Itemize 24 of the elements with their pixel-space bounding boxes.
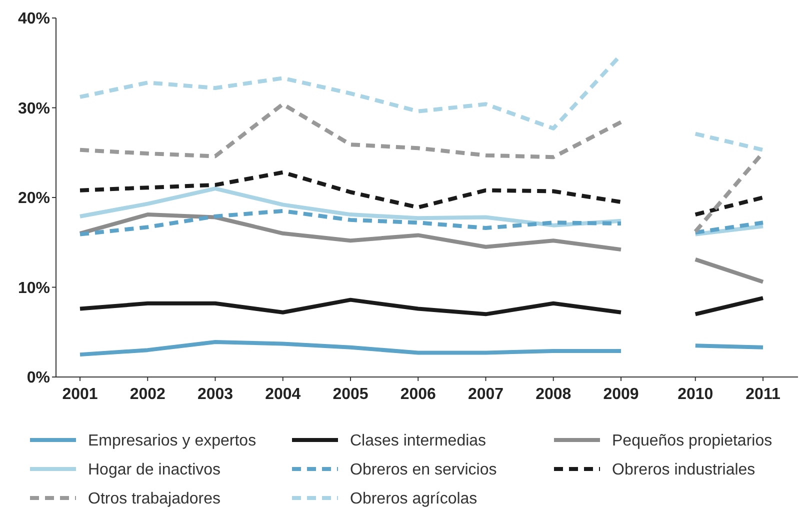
legend-label: Obreros agrícolas <box>350 490 478 508</box>
x-tick-label: 2002 <box>130 386 166 403</box>
y-tick-label: 20% <box>18 190 50 208</box>
legend-label: Obreros industriales <box>612 462 756 479</box>
x-tick-label: 2003 <box>197 386 234 403</box>
x-tick-label: 2004 <box>265 386 301 403</box>
x-tick-label: 2006 <box>400 386 436 403</box>
x-tick-label: 2010 <box>678 386 714 403</box>
x-tick-label: 2008 <box>536 386 572 403</box>
y-tick-label: 10% <box>18 280 50 297</box>
x-tick-label: 2011 <box>746 386 780 403</box>
legend-label: Empresarios y expertos <box>88 432 256 450</box>
legend-label: Otros trabajadores <box>88 490 221 508</box>
legend-label: Clases intermedias <box>350 432 486 450</box>
x-tick-label: 2001 <box>62 386 98 403</box>
legend-label: Hogar de inactivos <box>88 462 221 479</box>
y-tick-label: 0% <box>26 370 50 387</box>
y-tick-label: 40% <box>18 10 50 28</box>
x-tick-label: 2007 <box>468 386 504 403</box>
x-tick-label: 2005 <box>332 386 368 403</box>
legend-label: Pequeños propietarios <box>612 432 772 450</box>
x-tick-label: 2009 <box>603 386 639 403</box>
legend-label: Obreros en servicios <box>350 462 497 479</box>
y-tick-label: 30% <box>18 100 50 118</box>
